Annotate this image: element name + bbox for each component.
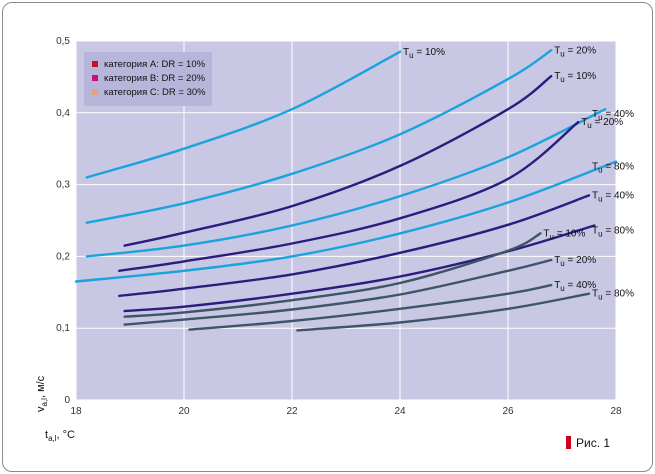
series-line-c-tu-80 xyxy=(296,292,591,332)
curve-label: Tu = 80% xyxy=(592,226,634,239)
series-line-b-tu-20 xyxy=(118,120,580,272)
curve-labels: Tu = 10% Tu = 20%Tu = 40%Tu = 80%Tu = 10%… xyxy=(403,45,634,301)
curve-label: Tu = 40% xyxy=(592,190,634,203)
legend-label-c: категория C: DR = 30% xyxy=(104,87,206,98)
y-axis-ticks: 0 0,1 0,2 0,3 0,4 0,5 xyxy=(56,36,70,406)
grid xyxy=(75,40,617,401)
legend-label-b: категория B: DR = 20% xyxy=(104,73,206,84)
curves xyxy=(74,49,618,332)
legend-swatch-c xyxy=(92,89,98,95)
x-axis-ticks: 18 20 22 24 26 28 xyxy=(70,406,622,417)
series-line-a-tu-20 xyxy=(85,49,553,224)
curve-label: Tu = 40% xyxy=(554,280,596,293)
figure-marker-icon xyxy=(566,436,571,449)
x-axis-title-sub: a,l xyxy=(48,434,57,443)
y-tick-label: 0,4 xyxy=(56,108,70,119)
figure-label: Рис. 1 xyxy=(576,436,610,450)
curve-label: Tu = 10% xyxy=(554,71,596,84)
series-line-c-tu-20 xyxy=(123,258,553,326)
y-tick-label: 0,2 xyxy=(56,251,70,262)
x-axis-title-unit: , °C xyxy=(57,429,76,441)
legend: категория A: DR = 10% категория B: DR = … xyxy=(84,52,212,106)
curve-label: Tu = 20% xyxy=(554,45,596,58)
series-line-a-tu-40 xyxy=(85,108,607,258)
x-tick-label: 22 xyxy=(286,406,298,417)
x-tick-label: 20 xyxy=(178,406,190,417)
legend-swatch-a xyxy=(92,61,98,67)
legend-label-a: категория A: DR = 10% xyxy=(104,59,206,70)
legend-box xyxy=(84,52,212,106)
y-axis-title-main: v xyxy=(35,406,47,412)
curve-label: Tu = 10% xyxy=(543,228,585,241)
x-axis-title-main: t xyxy=(45,429,48,441)
x-tick-label: 18 xyxy=(70,406,82,417)
y-tick-label: 0,3 xyxy=(56,180,70,191)
series-line-c-tu-40 xyxy=(188,283,553,331)
series-line-b-tu-10 xyxy=(123,75,553,247)
curve-label: Tu = 80% xyxy=(592,162,634,175)
series-line-b-tu-80 xyxy=(123,224,596,313)
x-tick-label: 24 xyxy=(394,406,406,417)
x-tick-label: 28 xyxy=(610,406,622,417)
series-line-b-tu-40 xyxy=(118,194,591,298)
x-axis-title: ta,l, °C xyxy=(45,429,75,443)
series-line-a-tu-80 xyxy=(74,160,618,283)
y-axis-title: va,l, м/с xyxy=(35,375,49,412)
curve-label: Tu = 20% xyxy=(554,255,596,268)
y-axis-title-unit: , м/с xyxy=(35,375,47,398)
x-tick-label: 26 xyxy=(502,406,514,417)
y-tick-label: 0,5 xyxy=(56,36,70,47)
y-tick-label: 0,1 xyxy=(56,323,70,334)
series-line-a-tu-10 xyxy=(85,50,402,179)
series-line-c-tu-10 xyxy=(123,232,542,318)
curve-label: Tu = 80% xyxy=(592,289,634,302)
curve-label: Tu = 40% xyxy=(592,109,634,122)
y-tick-label: 0 xyxy=(64,395,70,406)
y-axis-title-sub: a,l xyxy=(40,398,49,407)
curve-label: Tu = 20% xyxy=(581,117,623,130)
legend-swatch-b xyxy=(92,75,98,81)
curve-label: Tu = 10% xyxy=(403,47,445,60)
